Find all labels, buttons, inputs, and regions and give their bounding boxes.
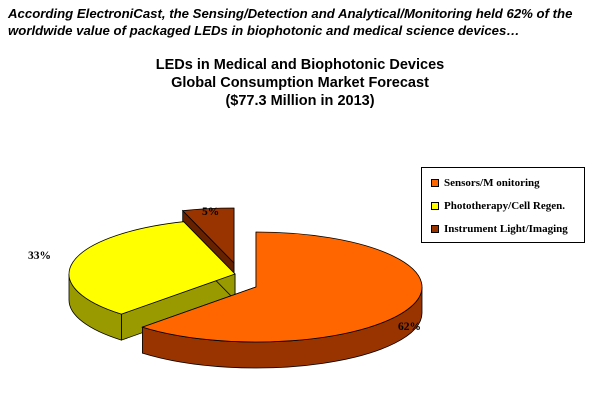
legend-label-phototherapy: Phototherapy/Cell Regen. bbox=[444, 200, 565, 212]
chart-subtitle: Global Consumption Market Forecast bbox=[171, 75, 429, 91]
chart-title: LEDs in Medical and Biophotonic Devices bbox=[155, 57, 445, 73]
legend-swatch-sensors bbox=[431, 179, 439, 187]
slice-label-instrument: 5% bbox=[202, 206, 219, 218]
pie-slice-phototherapy bbox=[68, 220, 236, 341]
chart-subtitle-2: ($77.3 Million in 2013) bbox=[225, 93, 375, 109]
slice-top-sensors bbox=[141, 231, 423, 343]
legend-label-sensors: Sensors/M onitoring bbox=[444, 177, 540, 189]
slice-top-instrument bbox=[181, 207, 235, 264]
pie-slice-sensors bbox=[141, 231, 423, 369]
chart-title-block: LEDs in Medical and Biophotonic Devices … bbox=[0, 56, 600, 110]
legend-label-instrument: Instrument Light/Imaging bbox=[444, 223, 568, 235]
slice-top-phototherapy bbox=[68, 221, 236, 315]
slice-label-phototherapy: 33% bbox=[28, 250, 51, 262]
chart-legend: Sensors/M onitoring Phototherapy/Cell Re… bbox=[421, 167, 585, 243]
legend-swatch-phototherapy bbox=[431, 202, 439, 210]
intro-text: According ElectroniCast, the Sensing/Det… bbox=[8, 6, 573, 38]
legend-item-phototherapy: Phototherapy/Cell Regen. bbox=[431, 199, 565, 213]
slice-label-sensors: 62% bbox=[398, 321, 421, 333]
legend-swatch-instrument bbox=[431, 225, 439, 233]
legend-item-sensors: Sensors/M onitoring bbox=[431, 176, 540, 190]
legend-item-instrument: Instrument Light/Imaging bbox=[431, 222, 568, 236]
